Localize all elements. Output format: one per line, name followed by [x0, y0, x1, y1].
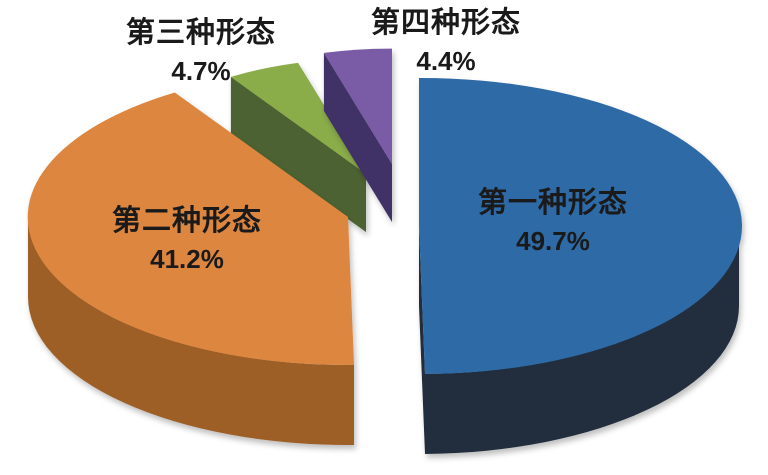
slice-rim: [27, 217, 354, 446]
slice-cut-face: [419, 226, 425, 454]
slice-top: [27, 92, 354, 366]
slice-top: [323, 48, 392, 164]
pie-slice-2: [230, 62, 366, 233]
slice-top: [230, 62, 366, 174]
pie-slice-3: [323, 48, 392, 223]
slice-top: [419, 77, 743, 374]
slice-cut-face: [323, 52, 392, 223]
slice-cut-face: [230, 76, 366, 233]
pie-slice-0: [419, 77, 743, 454]
slice-rim: [425, 226, 740, 454]
pie-slice-1: [27, 92, 354, 446]
